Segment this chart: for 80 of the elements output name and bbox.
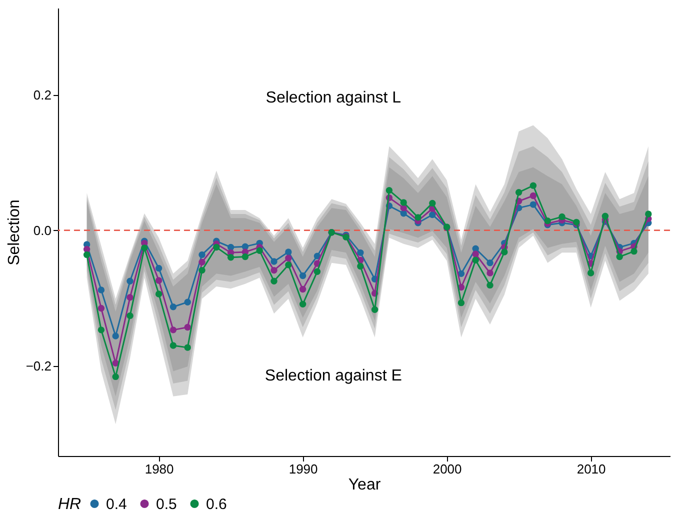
point — [400, 199, 407, 206]
legend-label: 0.5 — [156, 496, 177, 513]
point — [285, 248, 292, 256]
point — [170, 326, 177, 334]
point — [602, 212, 609, 220]
point — [357, 262, 364, 270]
point — [587, 270, 594, 276]
point — [616, 253, 623, 260]
point — [213, 244, 220, 251]
annotation: Selection against E — [264, 367, 402, 384]
point — [429, 200, 436, 207]
y-axis-title: Selection — [6, 200, 23, 266]
point — [429, 211, 436, 218]
point — [83, 251, 90, 258]
legend-label: 0.6 — [206, 496, 227, 513]
point — [227, 254, 234, 261]
point — [472, 250, 479, 258]
point — [184, 324, 191, 331]
point — [371, 306, 378, 313]
point — [458, 270, 465, 278]
point — [126, 312, 134, 320]
point — [530, 182, 537, 189]
point — [256, 247, 263, 254]
point — [98, 286, 105, 294]
point — [486, 282, 494, 289]
point — [458, 299, 465, 306]
point — [198, 258, 206, 266]
point — [242, 253, 249, 260]
point — [184, 344, 191, 351]
point — [270, 258, 278, 265]
point — [112, 373, 119, 380]
point — [285, 254, 292, 262]
point — [112, 332, 119, 340]
x-tick-label: 2010 — [576, 462, 606, 476]
point — [357, 249, 364, 256]
point — [155, 264, 162, 272]
point — [170, 304, 177, 310]
point — [170, 342, 177, 349]
point — [83, 246, 90, 253]
point — [98, 326, 105, 334]
point — [544, 217, 551, 224]
point — [155, 277, 162, 284]
point — [198, 251, 206, 258]
point — [645, 210, 652, 218]
point — [270, 266, 278, 274]
y-tick-label: 0.0 — [33, 222, 52, 238]
point — [198, 266, 206, 274]
point — [558, 213, 566, 220]
annotation: Selection against L — [266, 90, 402, 107]
point — [227, 244, 234, 251]
legend-label: 0.4 — [106, 496, 127, 513]
point — [98, 304, 105, 312]
point — [530, 201, 537, 208]
point — [299, 272, 306, 280]
x-tick-label: 1980 — [144, 462, 174, 476]
point — [414, 214, 422, 221]
point — [184, 298, 191, 306]
point — [155, 290, 162, 298]
point — [630, 248, 638, 255]
point — [126, 294, 134, 301]
point — [486, 270, 494, 276]
x-tick-label: 2000 — [432, 462, 462, 476]
y-tick-label: 0.2 — [33, 87, 52, 102]
point — [285, 262, 292, 268]
point — [386, 186, 393, 194]
y-tick-label: −0.2 — [26, 358, 52, 374]
legend-title: HR — [58, 496, 82, 513]
point — [141, 244, 148, 252]
point — [530, 192, 537, 200]
point — [515, 189, 522, 196]
x-axis-title: Year — [348, 476, 382, 494]
point — [299, 300, 306, 308]
point — [270, 278, 278, 284]
point — [299, 286, 306, 293]
x-tick-label: 1990 — [288, 462, 318, 476]
point — [501, 248, 508, 256]
point — [126, 278, 134, 284]
point — [314, 268, 321, 275]
point — [486, 259, 494, 266]
point — [472, 256, 479, 264]
